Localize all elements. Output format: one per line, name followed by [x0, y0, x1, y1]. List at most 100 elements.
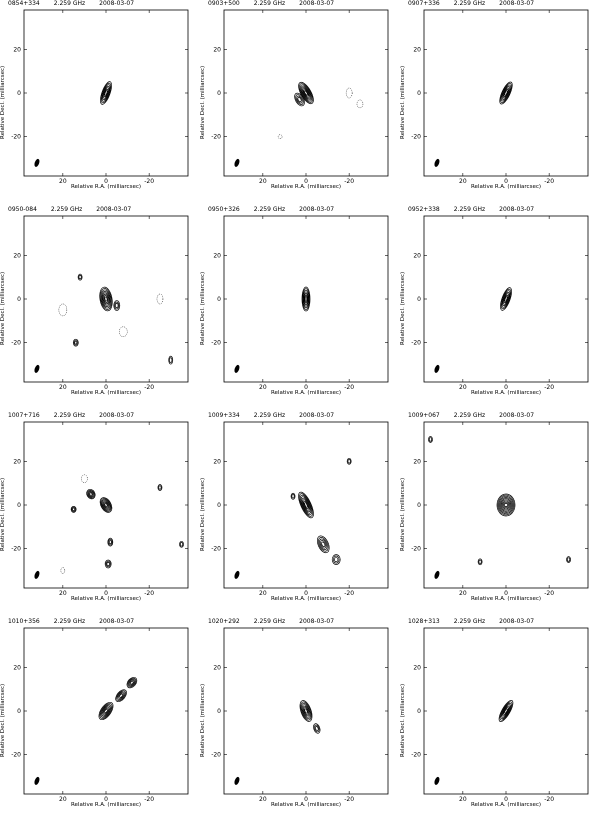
- source-contour: [499, 81, 513, 105]
- x-tick-label: -20: [144, 590, 154, 597]
- source-contour: [500, 702, 512, 720]
- y-axis-label: Relative Decl. (milliarcsec): [400, 271, 406, 345]
- map-panel: 1009+067 2.259 GHz 2008-03-07 Relative Decl…: [400, 412, 600, 618]
- y-axis-label: Relative Decl. (milliarcsec): [0, 683, 6, 757]
- source-contour: [303, 707, 309, 715]
- contour-plot: 20 0 -20 20 0 -20: [411, 9, 589, 185]
- source-contour: [72, 507, 76, 512]
- source-contour: [499, 497, 513, 513]
- negative-contour: [58, 303, 68, 317]
- beam-ellipse: [234, 158, 240, 167]
- x-axis-label: Relative R.A. (milliarcsec): [270, 596, 342, 602]
- source-contour: [114, 301, 120, 310]
- x-tick-label: 20: [459, 178, 467, 185]
- y-axis-label: Relative Decl. (milliarcsec): [200, 271, 206, 345]
- map-panel: 1010+356 2.259 GHz 2008-03-07 Relative Decl…: [0, 618, 200, 824]
- source-contour: [299, 83, 313, 103]
- x-tick-label: 0: [104, 590, 108, 597]
- source-contour: [299, 84, 313, 102]
- x-axis-label: Relative R.A. (milliarcsec): [270, 390, 342, 396]
- beam-ellipse: [34, 570, 40, 579]
- plot-frame: [23, 9, 189, 177]
- x-tick-label: -20: [144, 178, 154, 185]
- source-contour: [504, 90, 508, 96]
- y-tick-label: 20: [213, 46, 221, 53]
- panel-title-source: 0903+500: [208, 0, 240, 7]
- map-panel: 1007+716 2.259 GHz 2008-03-07 Relative Decl…: [0, 412, 200, 618]
- beam-ellipse: [234, 776, 240, 785]
- x-tick-label: 20: [59, 178, 67, 185]
- source-contour: [304, 296, 308, 302]
- x-tick-label: 20: [59, 590, 67, 597]
- source-contour: [103, 293, 109, 305]
- source-contour: [503, 294, 509, 304]
- source-contour: [126, 676, 138, 689]
- y-tick-label: 0: [417, 502, 421, 509]
- plot-frame: [223, 9, 389, 177]
- source-contour: [477, 558, 483, 566]
- panel-title: 0950-084 2.259 GHz 2008-03-07: [8, 206, 145, 213]
- source-contour: [299, 494, 313, 516]
- source-contour: [100, 498, 112, 512]
- panel-title-date: 2008-03-07: [96, 206, 132, 213]
- beam-ellipse: [234, 570, 240, 579]
- y-tick-label: 20: [213, 458, 221, 465]
- source-contour: [302, 289, 310, 309]
- source-contour: [304, 90, 308, 96]
- source-contour: [294, 92, 305, 107]
- source-contour: [116, 690, 126, 701]
- y-tick-label: 0: [217, 708, 221, 715]
- contour-plot: 20 0 -20 20 0 -20: [211, 627, 389, 803]
- source-contour: [115, 689, 127, 703]
- source-contour: [497, 494, 515, 516]
- x-tick-label: -20: [144, 796, 154, 803]
- panel-title-date: 2008-03-07: [99, 412, 135, 419]
- y-axis-label: Relative Decl. (milliarcsec): [200, 683, 206, 757]
- source-contour: [502, 87, 510, 99]
- panel-title: 1009+067 2.259 GHz 2008-03-07: [408, 412, 548, 419]
- source-contour: [502, 291, 510, 307]
- x-tick-label: -20: [544, 590, 554, 597]
- x-tick-label: 0: [104, 384, 108, 391]
- source-contour: [102, 501, 110, 509]
- panel-title-source: 1009+067: [408, 412, 440, 419]
- source-contour: [504, 296, 508, 302]
- source-contour: [500, 287, 512, 311]
- y-tick-label: 20: [413, 46, 421, 53]
- source-contour: [74, 340, 78, 345]
- source-contour: [296, 95, 303, 104]
- source-contour: [77, 273, 83, 281]
- source-contour: [103, 88, 109, 98]
- contour-plot: 20 0 -20 20 0 -20: [211, 215, 389, 391]
- source-contour: [103, 87, 109, 99]
- source-contour: [104, 90, 108, 96]
- plot-frame: [423, 627, 589, 795]
- panel-title-source: 0854+334: [8, 0, 40, 7]
- panel-title-freq: 2.259 GHz: [453, 206, 486, 213]
- plot-frame: [423, 215, 589, 383]
- contour-plot: 20 0 -20 20 0 -20: [211, 421, 389, 597]
- x-tick-label: 0: [504, 590, 508, 597]
- plot-frame: [23, 627, 189, 795]
- source-contour: [102, 500, 110, 510]
- source-contour: [70, 506, 77, 513]
- source-contour: [99, 497, 113, 513]
- y-tick-label: 20: [213, 664, 221, 671]
- source-contour: [179, 542, 184, 547]
- y-tick-label: -20: [411, 546, 421, 553]
- contour-plot: 20 0 -20 20 0 -20: [11, 627, 189, 803]
- y-tick-label: -20: [211, 546, 221, 553]
- plot-frame: [423, 421, 589, 589]
- panel-title-freq: 2.259 GHz: [253, 618, 286, 625]
- contour-plot: 20 0 -20 20 0 -20: [411, 421, 589, 597]
- source-contour: [119, 693, 123, 698]
- source-contour: [333, 555, 340, 564]
- negative-contour: [277, 134, 283, 139]
- source-contour: [158, 485, 162, 490]
- panel-title-freq: 2.259 GHz: [53, 0, 86, 7]
- panel-title-source: 0907+336: [408, 0, 440, 7]
- panel-title: 1020+292 2.259 GHz 2008-03-07: [208, 618, 348, 625]
- panel-title-freq: 2.259 GHz: [53, 618, 86, 625]
- panel-title-date: 2008-03-07: [499, 412, 535, 419]
- source-contour: [301, 286, 311, 312]
